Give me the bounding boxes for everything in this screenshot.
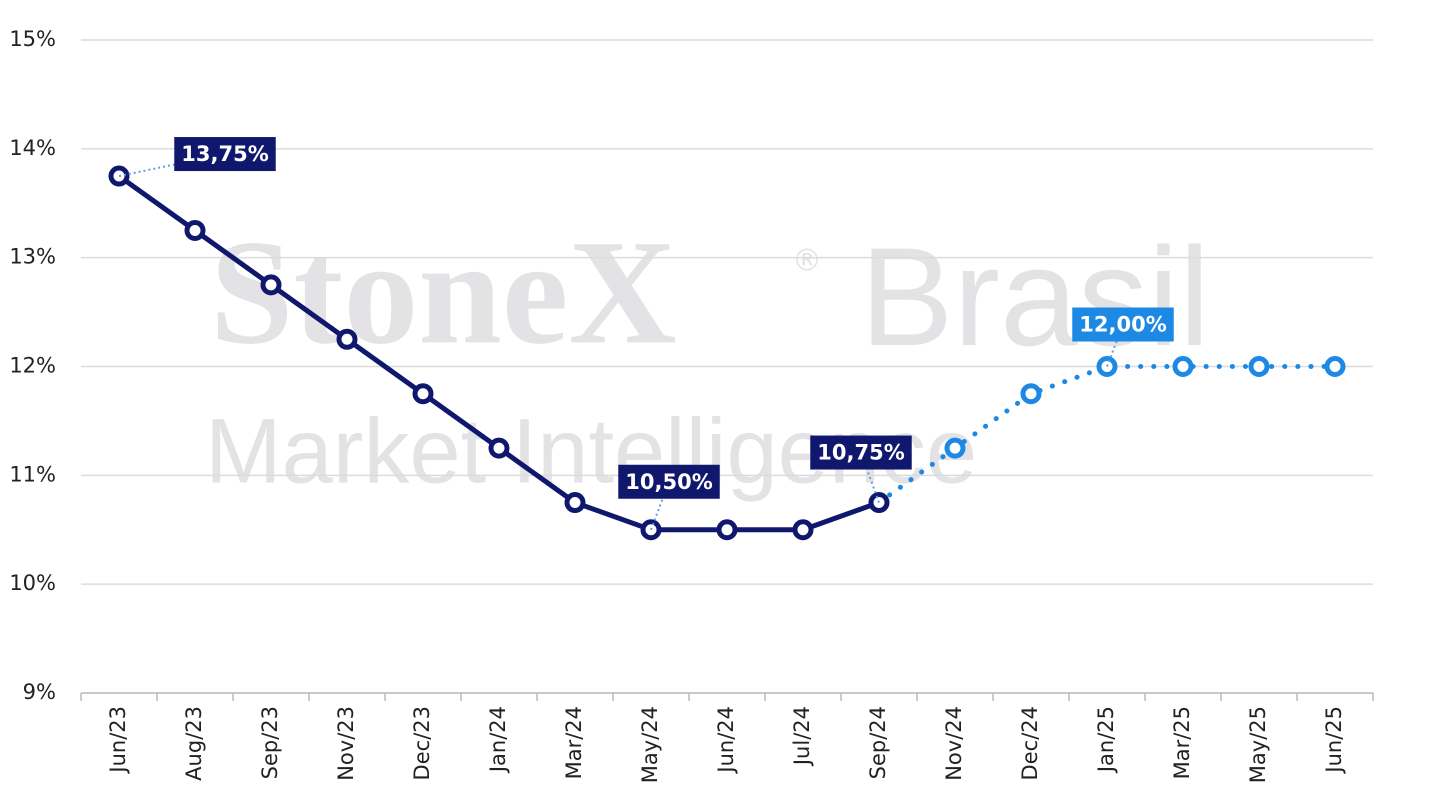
watermark: StoneX ® Brasil Market Intelligence — [205, 209, 1210, 502]
point — [1020, 383, 1042, 405]
value-label: 12,00% — [1072, 307, 1174, 342]
value-label-text: 10,50% — [625, 470, 712, 494]
point — [412, 383, 434, 405]
value-label-box — [810, 435, 912, 470]
point — [944, 437, 966, 459]
point — [1172, 356, 1194, 377]
x-tick-label: May/24 — [638, 706, 662, 783]
point — [1324, 356, 1346, 377]
y-tick-label: 11% — [9, 462, 56, 486]
x-tick-label: Sep/23 — [258, 706, 282, 779]
x-tick-label: Jun/24 — [714, 706, 738, 775]
watermark-text: ® — [792, 244, 822, 279]
x-tick-label: Mar/25 — [1170, 706, 1194, 779]
x-tick-label: Dec/23 — [410, 706, 434, 780]
y-tick-label: 15% — [9, 27, 56, 51]
point — [260, 274, 282, 296]
point — [336, 328, 358, 350]
value-label: 10,75% — [810, 435, 912, 470]
y-tick-label: 13% — [9, 245, 56, 269]
value-label-text: 10,75% — [817, 441, 904, 465]
x-tick-label: Jan/24 — [486, 706, 510, 774]
x-tick-label: Sep/24 — [866, 706, 890, 779]
value-label: 13,75% — [174, 137, 276, 172]
x-tick-label: Aug/23 — [182, 706, 206, 781]
point — [716, 519, 738, 541]
x-tick-label: Nov/24 — [942, 706, 966, 781]
x-tick-label: Jun/23 — [106, 706, 130, 775]
x-tick-label: May/25 — [1246, 706, 1270, 783]
point — [1248, 356, 1270, 377]
point — [564, 492, 586, 514]
y-tick-label: 14% — [9, 136, 56, 160]
y-tick-label: 9% — [23, 680, 56, 704]
point — [488, 437, 510, 459]
point — [792, 519, 814, 541]
y-tick-label: 12% — [9, 354, 56, 378]
watermark-text: Brasil — [860, 218, 1210, 375]
watermark-text: StoneX — [210, 209, 677, 375]
x-tick-label: Jun/25 — [1322, 706, 1346, 775]
value-label-box — [1072, 307, 1174, 342]
label-connector — [860, 452, 880, 503]
x-tick-label: Jul/24 — [790, 706, 814, 767]
value-label-text: 12,00% — [1079, 313, 1166, 337]
y-tick-label: 10% — [9, 571, 56, 595]
x-tick-label: Nov/23 — [334, 706, 358, 781]
value-label: 10,50% — [618, 464, 720, 499]
x-tick-label: Jan/25 — [1094, 706, 1118, 774]
value-label-text: 13,75% — [181, 142, 268, 166]
label-connector — [650, 481, 670, 531]
value-label-box — [174, 137, 276, 172]
value-label-box — [618, 464, 720, 499]
x-tick-label: Mar/24 — [562, 706, 586, 779]
point — [184, 219, 206, 241]
x-tick-label: Dec/24 — [1018, 706, 1042, 780]
